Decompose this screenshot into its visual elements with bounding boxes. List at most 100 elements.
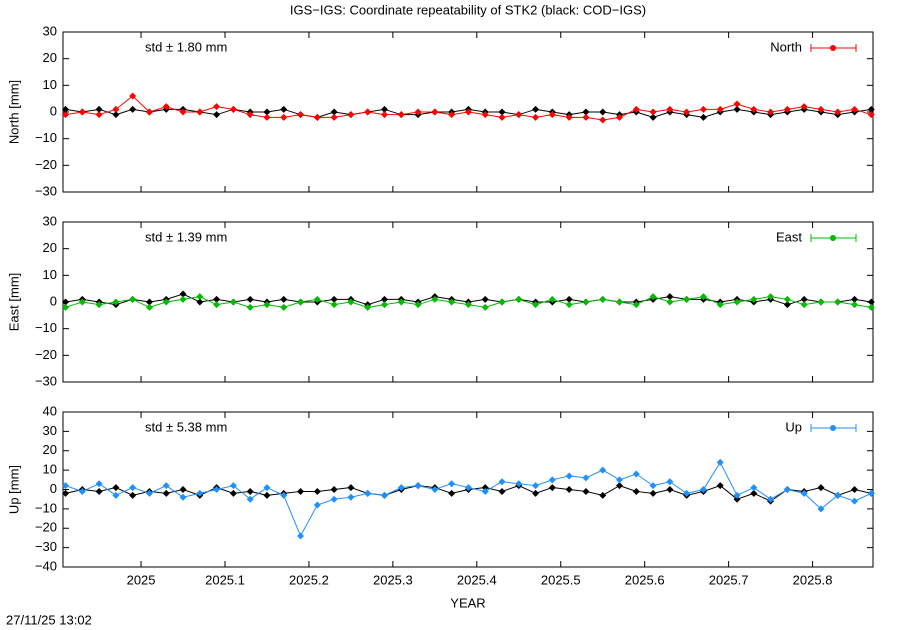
data-point [448,298,456,306]
x-axis-label: YEAR [450,595,485,610]
data-point [62,482,70,490]
y-tick-label: −40 [35,558,57,573]
y-tick-label: −30 [35,539,57,554]
y-tick-label: 0 [50,103,57,118]
data-point [263,484,271,492]
y-tick-label: −30 [35,183,57,198]
data-point [582,474,590,482]
y-tick-label: 10 [43,267,57,282]
data-point [733,100,741,108]
x-tick-label: 2025.4 [457,572,497,587]
data-point [599,491,607,499]
data-point [632,105,640,113]
data-point [448,489,456,497]
data-point [229,489,237,497]
data-point [129,491,137,499]
data-point [481,111,489,119]
data-point [699,105,707,113]
x-tick-label: 2025.7 [709,572,749,587]
data-point [196,293,204,301]
y-axis-label: North [mm] [6,80,21,144]
data-point [364,489,372,497]
data-point [464,484,472,492]
data-point [263,108,271,116]
data-point [666,478,674,486]
data-point [532,489,540,497]
data-point [783,295,791,303]
y-tick-label: −10 [35,320,57,335]
data-point [162,482,170,490]
x-tick-label: 2025.8 [793,572,833,587]
legend-marker [830,425,836,431]
data-point [263,301,271,309]
data-point [783,486,791,493]
data-point [129,92,137,100]
data-point [448,480,456,488]
y-tick-label: 40 [43,403,57,418]
data-point [95,105,103,113]
data-point [246,111,254,119]
data-point [532,105,540,113]
data-point [632,301,640,309]
data-point [616,482,624,490]
data-point [851,497,859,505]
data-point [783,105,791,113]
data-point [683,295,691,303]
data-point [733,491,741,499]
data-point [683,108,691,116]
data-point [649,108,657,116]
data-point [213,486,221,493]
legend-marker [830,235,836,241]
data-point [767,293,775,301]
data-point [380,105,388,113]
data-point [414,301,422,309]
data-point [867,105,875,113]
data-point [347,298,355,306]
x-tick-label: 2025.5 [541,572,581,587]
data-point [179,486,187,493]
data-point [851,301,859,309]
data-point [464,301,472,309]
y-tick-label: 20 [43,240,57,255]
data-point [716,301,724,309]
data-point [179,108,187,116]
data-point [246,303,254,311]
data-point [515,111,523,119]
data-point [616,476,624,484]
data-point [431,295,439,303]
data-point [733,105,741,113]
data-point [330,113,338,121]
data-point [112,111,120,119]
data-point [196,298,204,306]
data-point [145,108,153,116]
data-point [800,103,808,111]
data-point [313,295,321,303]
data-point [582,298,590,306]
data-point [498,478,506,486]
data-point [330,295,338,303]
data-point [213,301,221,309]
data-point [548,484,556,492]
data-point [632,470,640,478]
data-point [297,111,305,119]
data-point [548,111,556,119]
data-point [867,298,875,306]
data-point [347,493,355,501]
data-point [280,491,288,499]
data-point [515,480,523,488]
data-point [851,105,859,113]
y-axis-label: Up [mm] [6,465,21,514]
data-point [297,298,305,306]
data-point [330,495,338,503]
data-point [280,105,288,113]
data-point [263,491,271,499]
chart-title: IGS−IGS: Coordinate repeatability of STK… [290,2,646,17]
data-point [867,111,875,119]
data-point [280,113,288,121]
data-point [498,108,506,116]
annotation: std ± 1.39 mm [145,229,227,244]
data-point [213,111,221,119]
data-point [767,108,775,116]
data-point [699,293,707,301]
data-point [632,487,640,495]
